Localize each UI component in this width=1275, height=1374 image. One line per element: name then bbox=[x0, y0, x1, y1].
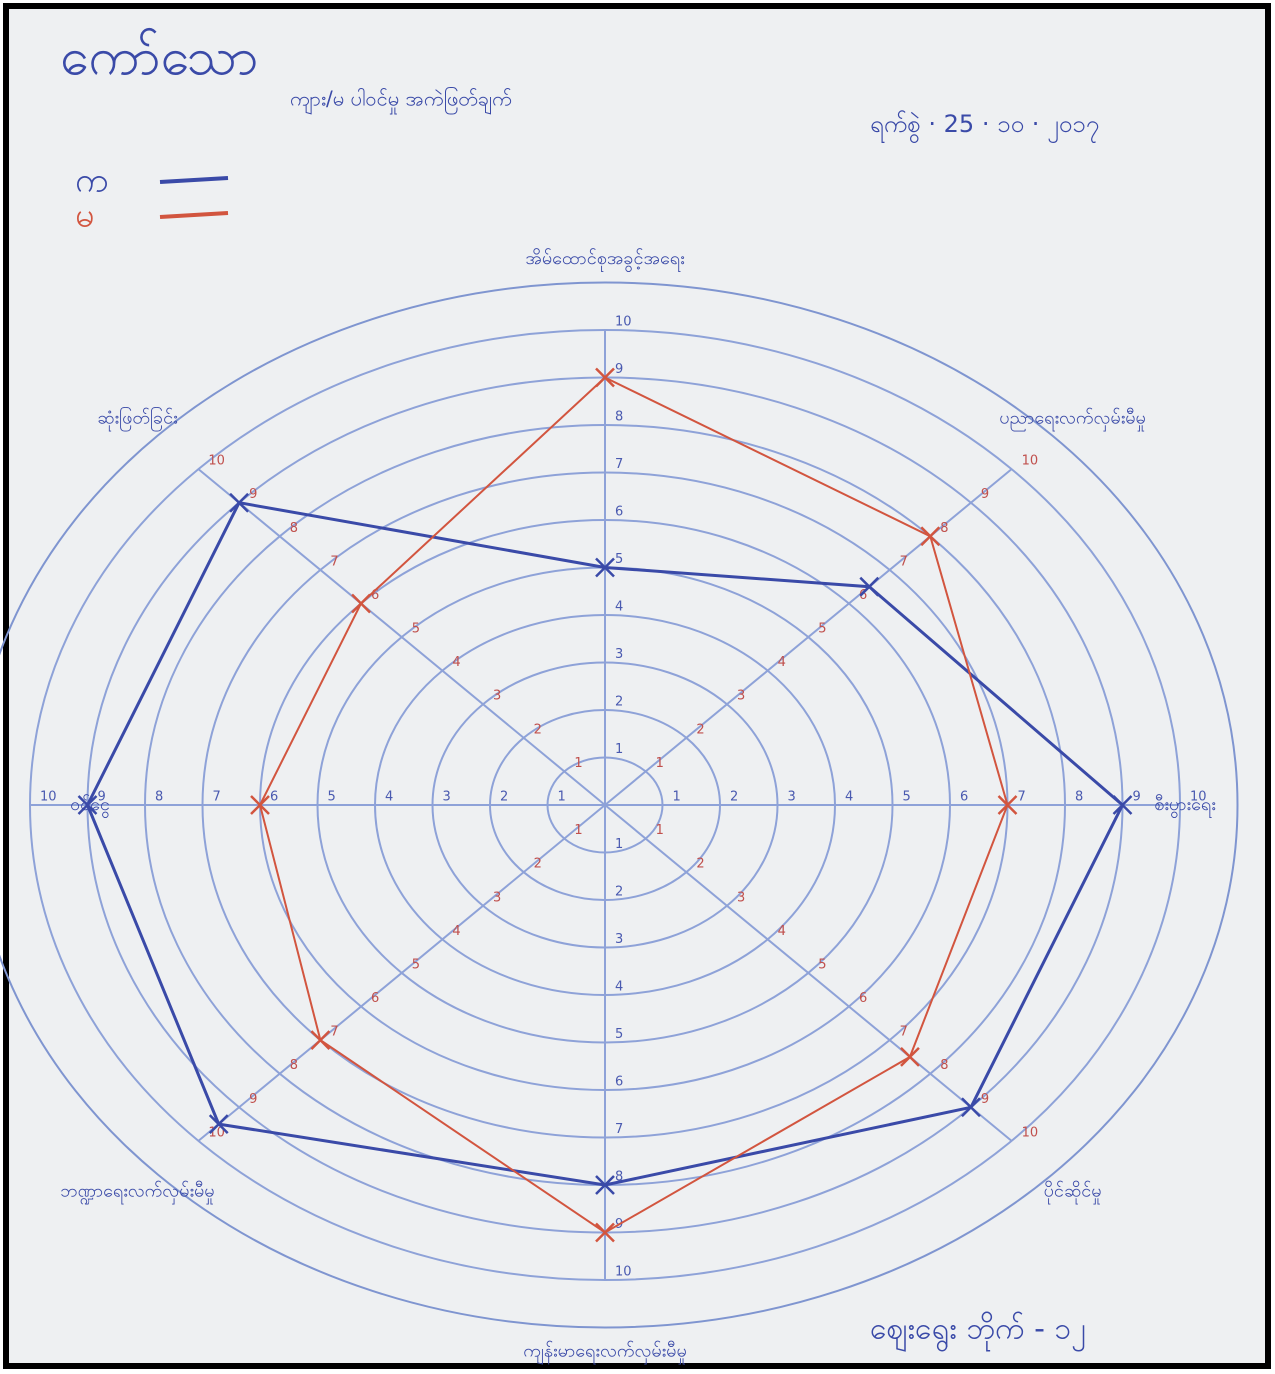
tick-label: 4 bbox=[452, 924, 460, 939]
legend-label: က bbox=[75, 161, 108, 201]
paper bbox=[6, 6, 1268, 1366]
axis-label: ဘဏ္ဍာရေးလက်လှမ်းမီမှု bbox=[60, 1180, 214, 1204]
tick-label: 9 bbox=[981, 1092, 989, 1107]
tick-label: 1 bbox=[574, 823, 582, 838]
annotation: ဈေးရွေး ဘိုက် - ၁၂ bbox=[870, 1312, 1086, 1353]
tick-label: 3 bbox=[737, 689, 745, 704]
tick-label: 10 bbox=[208, 454, 225, 469]
tick-label: 5 bbox=[818, 957, 826, 972]
tick-label: 3 bbox=[493, 890, 501, 905]
tick-label: 7 bbox=[213, 790, 221, 805]
tick-label: 10 bbox=[615, 1265, 632, 1280]
tick-label: 5 bbox=[412, 957, 420, 972]
tick-label: 1 bbox=[656, 823, 664, 838]
tick-label: 4 bbox=[778, 924, 786, 939]
tick-label: 2 bbox=[696, 722, 704, 737]
tick-label: 9 bbox=[249, 1092, 257, 1107]
tick-label: 7 bbox=[330, 554, 338, 569]
tick-label: 10 bbox=[615, 315, 632, 330]
tick-label: 8 bbox=[290, 521, 298, 536]
tick-label: 3 bbox=[443, 790, 451, 805]
tick-label: 9 bbox=[981, 487, 989, 502]
tick-label: 7 bbox=[1018, 790, 1026, 805]
chart-title: ကော်သော bbox=[60, 27, 258, 87]
tick-label: 7 bbox=[900, 1025, 908, 1040]
tick-label: 5 bbox=[615, 552, 623, 567]
tick-label: 3 bbox=[493, 689, 501, 704]
tick-label: 3 bbox=[615, 647, 623, 662]
tick-label: 1 bbox=[673, 790, 681, 805]
tick-label: 1 bbox=[615, 837, 623, 852]
tick-label: 6 bbox=[859, 991, 867, 1006]
tick-label: 10 bbox=[40, 790, 57, 805]
tick-label: 3 bbox=[615, 932, 623, 947]
tick-label: 2 bbox=[730, 790, 738, 805]
tick-label: 2 bbox=[534, 857, 542, 872]
tick-label: 10 bbox=[1022, 1125, 1039, 1140]
tick-label: 4 bbox=[615, 980, 623, 995]
tick-label: 1 bbox=[615, 742, 623, 757]
tick-label: 5 bbox=[903, 790, 911, 805]
tick-label: 7 bbox=[615, 1122, 623, 1137]
tick-label: 8 bbox=[615, 410, 623, 425]
tick-label: 4 bbox=[385, 790, 393, 805]
chart: ကော်သော ကျား/မ ပါဝင်မှု အကဲဖြတ်ချက် ရက်စ… bbox=[0, 0, 1275, 1374]
axis-label: ဆုံးဖြတ်ခြင်း bbox=[97, 407, 178, 432]
tick-label: 4 bbox=[615, 600, 623, 615]
tick-label: 8 bbox=[155, 790, 163, 805]
tick-label: 8 bbox=[1075, 790, 1083, 805]
tick-label: 7 bbox=[900, 554, 908, 569]
axis-label: ပညာရေးလက်လှမ်းမီမှု bbox=[999, 408, 1146, 432]
tick-label: 2 bbox=[615, 885, 623, 900]
tick-label: 9 bbox=[249, 487, 257, 502]
tick-label: 2 bbox=[615, 695, 623, 710]
tick-label: 6 bbox=[371, 991, 379, 1006]
tick-label: 2 bbox=[696, 857, 704, 872]
page: ကော်သော ကျား/မ ပါဝင်မှု အကဲဖြတ်ချက် ရက်စ… bbox=[0, 0, 1275, 1374]
tick-label: 5 bbox=[818, 622, 826, 637]
axis-label: စီးပွားရေး bbox=[1154, 794, 1216, 818]
tick-label: 2 bbox=[500, 790, 508, 805]
tick-label: 6 bbox=[270, 790, 278, 805]
tick-label: 4 bbox=[778, 655, 786, 670]
tick-label: 8 bbox=[290, 1058, 298, 1073]
tick-label: 6 bbox=[615, 505, 623, 520]
tick-label: 6 bbox=[615, 1075, 623, 1090]
axis-label: ကျန်းမာရေးလက်လှမ်းမီမှု bbox=[523, 1340, 687, 1364]
tick-label: 5 bbox=[412, 622, 420, 637]
tick-label: 7 bbox=[330, 1025, 338, 1040]
tick-label: 9 bbox=[615, 362, 623, 377]
tick-label: 4 bbox=[845, 790, 853, 805]
tick-label: 1 bbox=[558, 790, 566, 805]
tick-label: 4 bbox=[452, 655, 460, 670]
legend-label: မ bbox=[75, 196, 94, 236]
tick-label: 6 bbox=[960, 790, 968, 805]
tick-label: 9 bbox=[1133, 790, 1141, 805]
tick-label: 1 bbox=[574, 756, 582, 771]
tick-label: 5 bbox=[615, 1027, 623, 1042]
axis-label: အိမ်ထောင်စုအခွင့်အရေး bbox=[525, 248, 684, 272]
tick-label: 3 bbox=[737, 890, 745, 905]
tick-label: 1 bbox=[656, 756, 664, 771]
tick-label: 2 bbox=[534, 722, 542, 737]
tick-label: 5 bbox=[328, 790, 336, 805]
tick-label: 3 bbox=[788, 790, 796, 805]
chart-subtitle: ကျား/မ ပါဝင်မှု အကဲဖြတ်ချက် bbox=[290, 87, 512, 115]
tick-label: 8 bbox=[940, 521, 948, 536]
tick-label: 8 bbox=[940, 1058, 948, 1073]
tick-label: 7 bbox=[615, 457, 623, 472]
tick-label: 10 bbox=[1022, 454, 1039, 469]
axis-label: ပိုင်ဆိုင်မှု bbox=[1044, 1180, 1102, 1204]
